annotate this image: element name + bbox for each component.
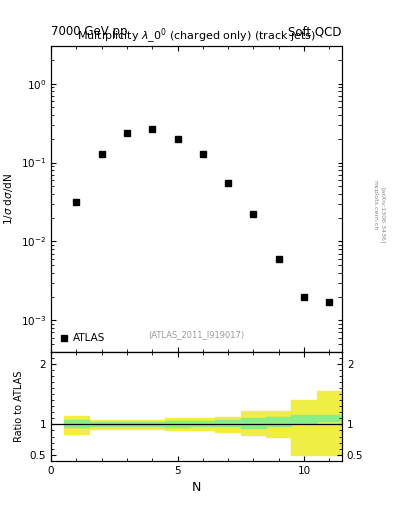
- Text: mcplots.cern.ch: mcplots.cern.ch: [373, 180, 378, 230]
- ATLAS: [200, 151, 205, 157]
- ATLAS: [125, 130, 129, 136]
- Text: 7000 GeV pp: 7000 GeV pp: [51, 26, 128, 38]
- ATLAS: [74, 199, 79, 205]
- ATLAS: [226, 180, 230, 186]
- ATLAS: [301, 293, 306, 300]
- ATLAS: [251, 211, 256, 218]
- Title: Multiplicity $\lambda\_0^0$ (charged only) (track jets): Multiplicity $\lambda\_0^0$ (charged onl…: [77, 27, 316, 46]
- ATLAS: [99, 151, 104, 157]
- ATLAS: [175, 136, 180, 142]
- ATLAS: [150, 125, 154, 132]
- Text: Soft QCD: Soft QCD: [288, 26, 342, 38]
- Line: ATLAS: ATLAS: [73, 126, 332, 305]
- ATLAS: [276, 256, 281, 262]
- Y-axis label: 1/$\sigma$ d$\sigma$/dN: 1/$\sigma$ d$\sigma$/dN: [2, 173, 15, 225]
- Text: (ATLAS_2011_I919017): (ATLAS_2011_I919017): [149, 330, 244, 339]
- Text: [arXiv:1306.3436]: [arXiv:1306.3436]: [381, 187, 386, 243]
- ATLAS: [327, 299, 332, 305]
- Y-axis label: Ratio to ATLAS: Ratio to ATLAS: [14, 371, 24, 442]
- X-axis label: N: N: [192, 481, 201, 494]
- Legend: ATLAS: ATLAS: [56, 330, 108, 347]
